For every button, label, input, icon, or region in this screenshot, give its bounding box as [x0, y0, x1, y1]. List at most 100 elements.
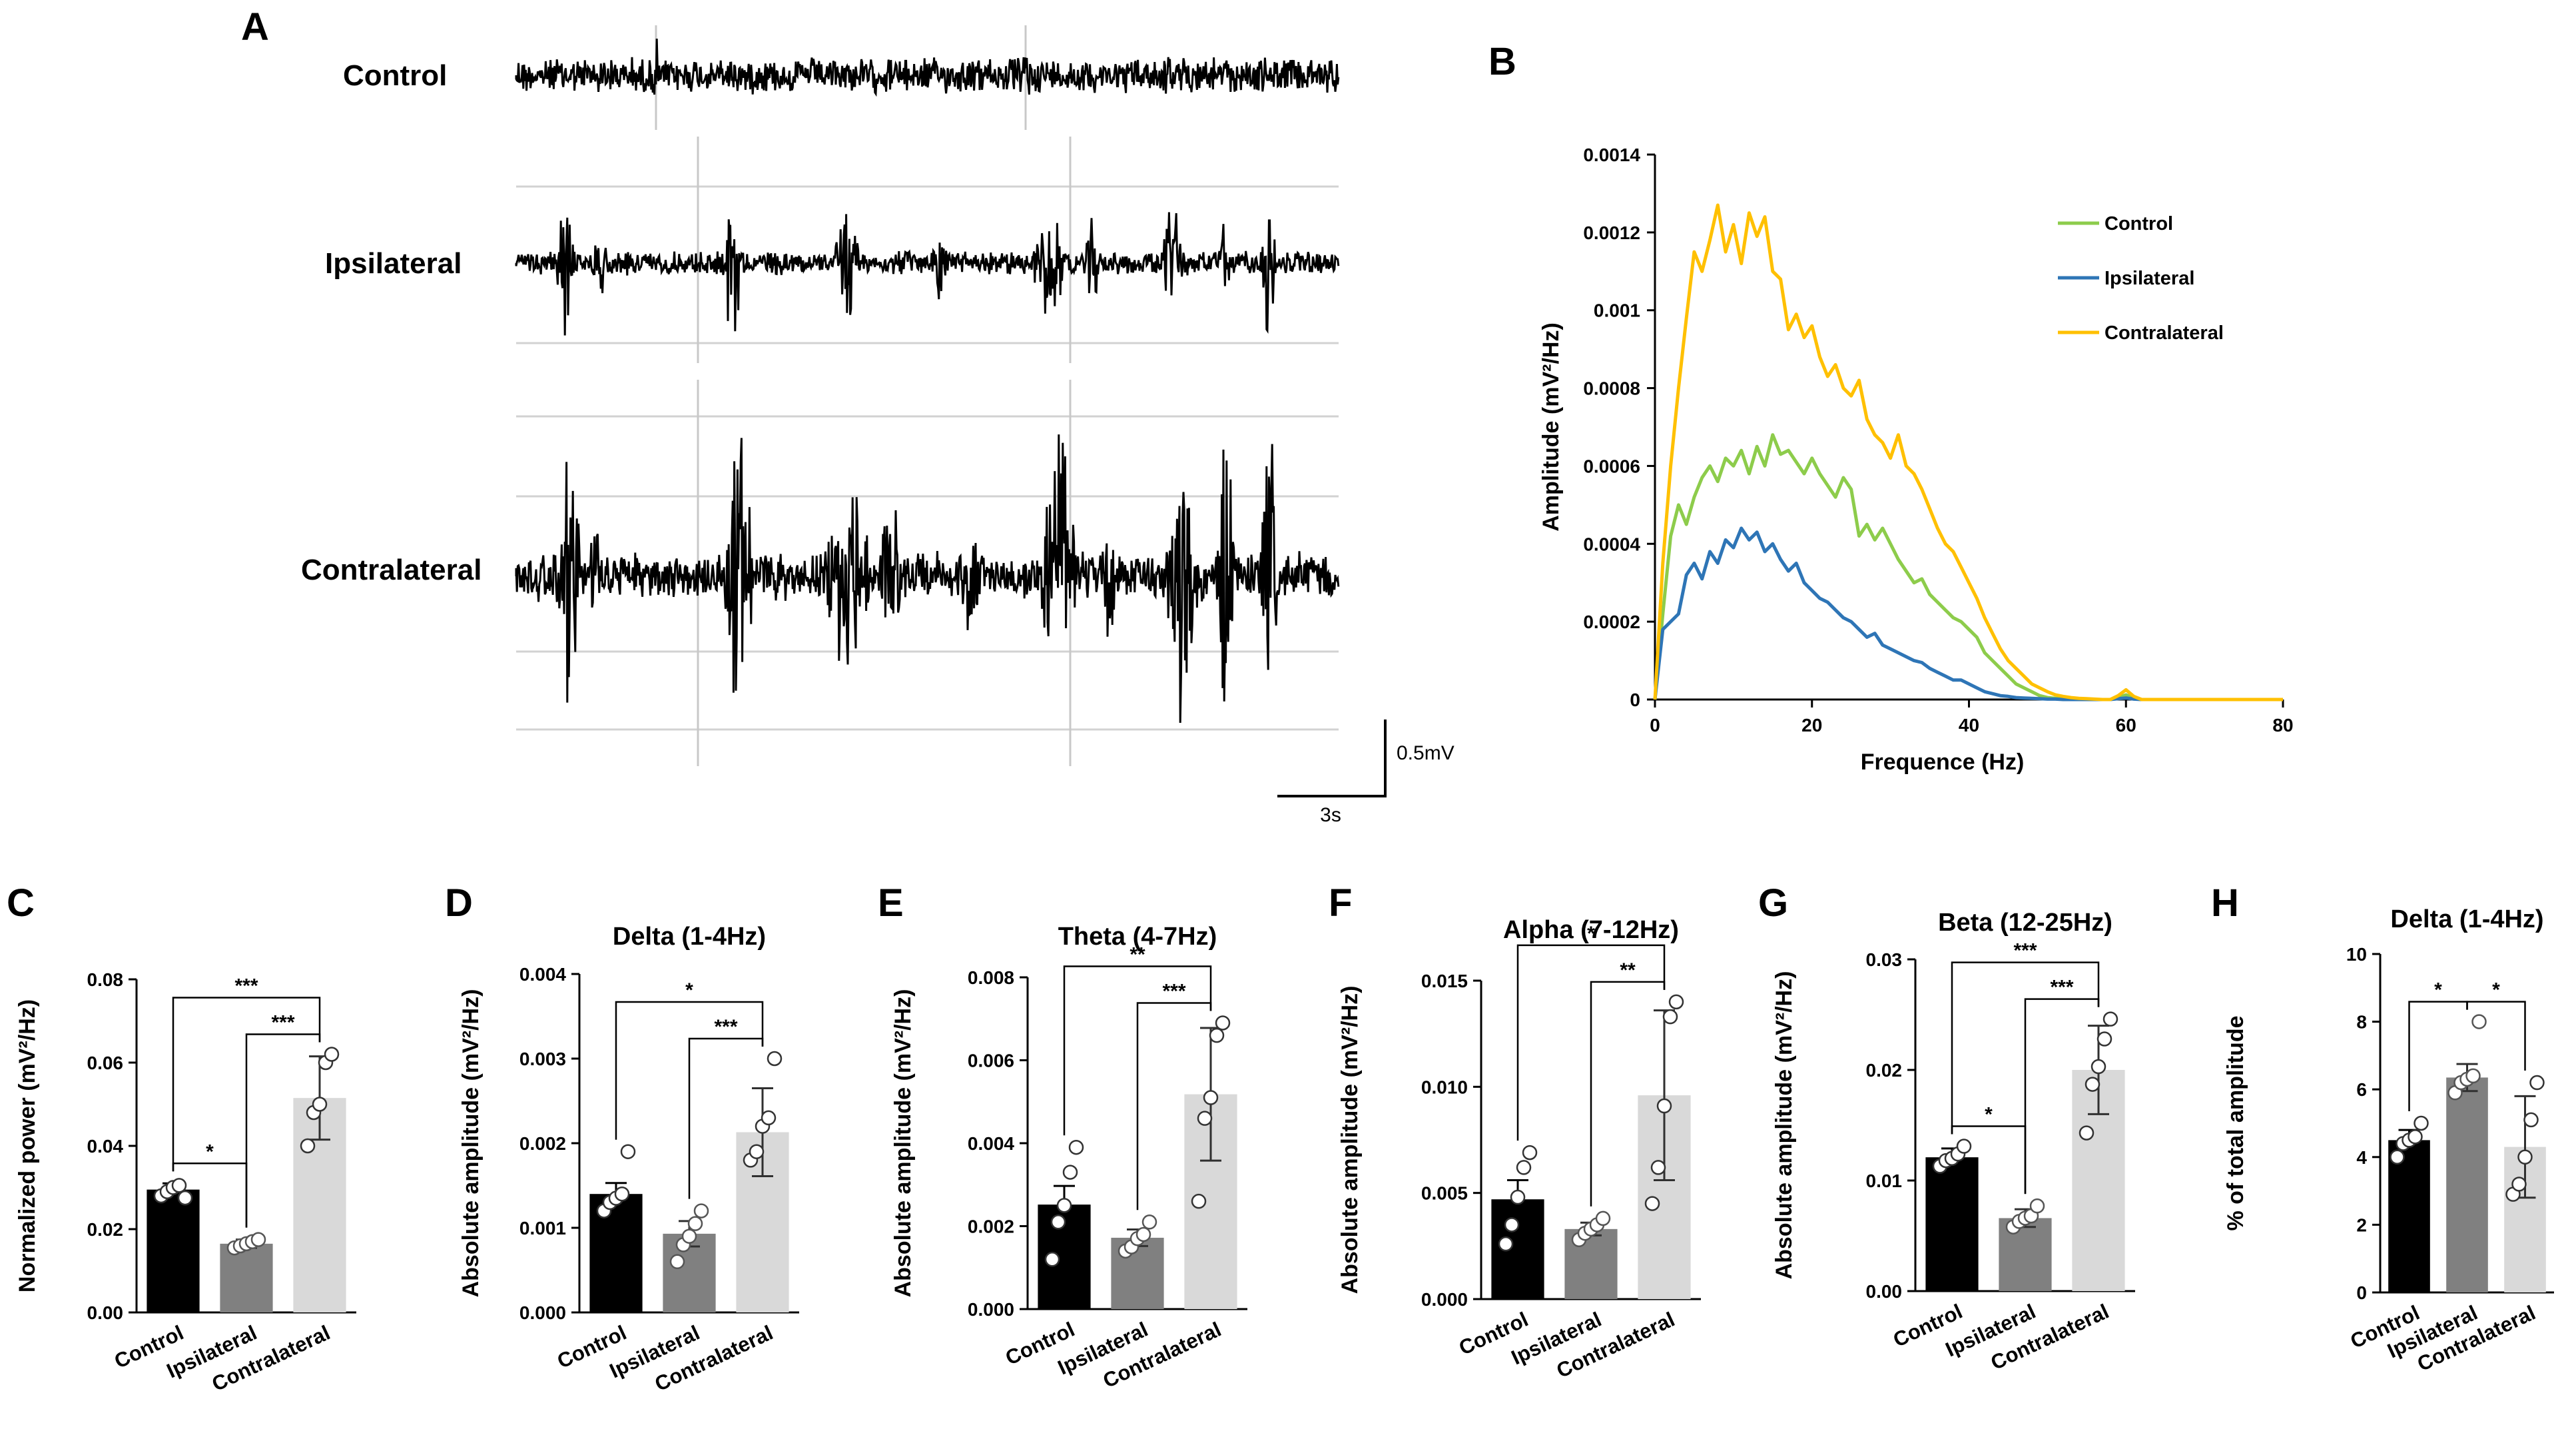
y-tick-label: 0.00: [1866, 1281, 1903, 1302]
data-point: [250, 1232, 266, 1247]
significance-bracket: [2466, 1001, 2526, 1071]
data-point: [1209, 1027, 1225, 1043]
data-point: [620, 1144, 636, 1159]
panel-letter-b: B: [1488, 40, 1516, 83]
chart-title: Delta (1-4Hz): [2390, 905, 2543, 933]
data-point: [300, 1138, 316, 1154]
y-axis-title: Amplitude (mV²/Hz): [1538, 322, 1564, 532]
data-point: [1650, 1160, 1666, 1175]
significance-label: *: [2434, 979, 2442, 1001]
y-tick-label: 0.0008: [1583, 378, 1640, 399]
significance-label: *: [2492, 979, 2500, 1001]
trace-label-contralateral: Contralateral: [301, 554, 482, 586]
significance-label: *: [1587, 923, 1595, 945]
data-point: [2414, 1115, 2429, 1131]
data-point: [1141, 1214, 1157, 1230]
y-tick-label: 0.0012: [1583, 223, 1640, 243]
eeg-signal-control: [515, 38, 1340, 97]
chart-title: Beta (12-25Hz): [1938, 909, 2112, 937]
data-point: [1498, 1236, 1514, 1252]
panel-letter-g: G: [1758, 881, 1788, 925]
y-tick-label: 0.0006: [1583, 456, 1640, 476]
trace-contralateral: Contralateral: [301, 380, 1340, 766]
scale-bar: 0.5mV 3s: [1277, 719, 1454, 826]
data-point: [767, 1051, 783, 1067]
y-tick-label: 0.001: [519, 1218, 566, 1238]
significance-bracket: [1590, 981, 1666, 1206]
y-tick-label: 0: [1630, 690, 1640, 710]
data-point: [2096, 1031, 2112, 1047]
y-tick-label: 0.001: [1594, 300, 1640, 321]
data-point: [2471, 1014, 2487, 1029]
data-point: [1504, 1217, 1520, 1232]
y-axis-title: Absolute amplitude (mV²/Hz): [890, 989, 916, 1298]
bar-chart-theta-absolute: 0.000 0.002 0.004 0.006 0.008 Absolute amplit…: [890, 923, 1247, 1392]
y-tick-label: 0.01: [1866, 1171, 1903, 1191]
significance-bracket: [688, 1037, 764, 1199]
series-line-contralateral: [1653, 203, 2283, 702]
panel-h-delta-percent: H 0 2 4 6 8 10 % of total amplitude Delta (1-4H…: [2211, 881, 2554, 1376]
data-point: [1215, 1015, 1231, 1031]
y-tick-label: 0.004: [519, 964, 566, 985]
significance-bracket: [172, 997, 321, 1172]
series-line-control: [1653, 433, 2283, 702]
trace-label-control: Control: [343, 59, 447, 92]
scale-bar-time: 3s: [1320, 804, 1341, 826]
panel-e-theta-absolute: E 0.000 0.002 0.004 0.006 0.008 Absolute ampl…: [878, 881, 1247, 1392]
data-point: [687, 1216, 703, 1231]
panel-c-normalized-power: C 0.00 0.02 0.04 0.06 0.08 Normalized power (…: [7, 881, 356, 1396]
data-point: [1644, 1196, 1660, 1211]
trace-ipsilateral: Ipsilateral: [325, 137, 1340, 363]
data-point: [177, 1190, 193, 1206]
panel-f-alpha-absolute: F 0.000 0.005 0.010 0.015 Absolute amplitude…: [1329, 881, 1701, 1382]
bar-control: [1925, 1157, 1979, 1291]
y-tick-label: 0.015: [1421, 971, 1468, 991]
y-tick-label: 0.06: [87, 1053, 124, 1073]
scale-bar-lines: [1277, 719, 1387, 797]
y-tick-label: 6: [2356, 1079, 2367, 1100]
data-point: [1050, 1214, 1066, 1230]
data-point: [1056, 1198, 1072, 1213]
y-tick-label: 0.04: [87, 1136, 124, 1157]
data-point: [2517, 1149, 2533, 1165]
panel-letter-d: D: [445, 881, 473, 925]
data-point: [2511, 1177, 2527, 1192]
data-point: [669, 1254, 685, 1270]
y-tick-label: 0.02: [1866, 1060, 1903, 1081]
x-tick-label: 80: [2272, 715, 2293, 735]
data-point: [1510, 1189, 1526, 1205]
bar-chart-delta-percent: 0 2 4 6 8 10 % of total amplitude Delta (1-4Hz)…: [2223, 905, 2554, 1376]
trace-control: Control: [343, 25, 1340, 130]
series-line-ipsilateral: [1653, 526, 2283, 702]
legend-label-contralateral: Contralateral: [2104, 322, 2224, 344]
panel-g-beta-absolute: G 0.00 0.01 0.02 0.03 Absolute amplitude (mV…: [1758, 881, 2135, 1374]
eeg-signal-ipsilateral: [515, 212, 1340, 336]
y-tick-label: 0.08: [87, 969, 124, 990]
data-point: [1203, 1090, 1219, 1105]
data-point: [2102, 1011, 2118, 1027]
y-tick-label: 0.0004: [1583, 534, 1640, 554]
x-tick-label: 0: [1650, 715, 1660, 735]
data-point: [171, 1178, 187, 1193]
data-point: [2408, 1129, 2423, 1145]
data-point: [1068, 1139, 1084, 1155]
x-tick-label: 60: [2116, 715, 2136, 735]
data-point: [2523, 1112, 2539, 1128]
bar-ipsilateral: [220, 1243, 273, 1312]
y-tick-label: 0.02: [87, 1219, 124, 1240]
y-tick-label: 0.0002: [1583, 612, 1640, 632]
y-tick-label: 0.010: [1421, 1077, 1468, 1097]
y-tick-label: 0.000: [968, 1299, 1014, 1320]
data-point: [1516, 1160, 1532, 1175]
data-point: [324, 1047, 340, 1062]
data-point: [681, 1228, 697, 1244]
significance-bracket: [1136, 1002, 1212, 1210]
y-axis-title: Absolute amplitude (mV²/Hz): [1771, 971, 1797, 1280]
legend-label-ipsilateral: Ipsilateral: [2104, 268, 2194, 289]
scale-bar-voltage: 0.5mV: [1397, 742, 1454, 764]
y-tick-label: 0.006: [968, 1051, 1014, 1071]
eeg-signal-contralateral: [515, 434, 1340, 723]
y-axis-title: Absolute amplitude (mV²/Hz): [458, 989, 483, 1298]
data-point: [1522, 1145, 1538, 1161]
data-point: [2029, 1198, 2045, 1214]
